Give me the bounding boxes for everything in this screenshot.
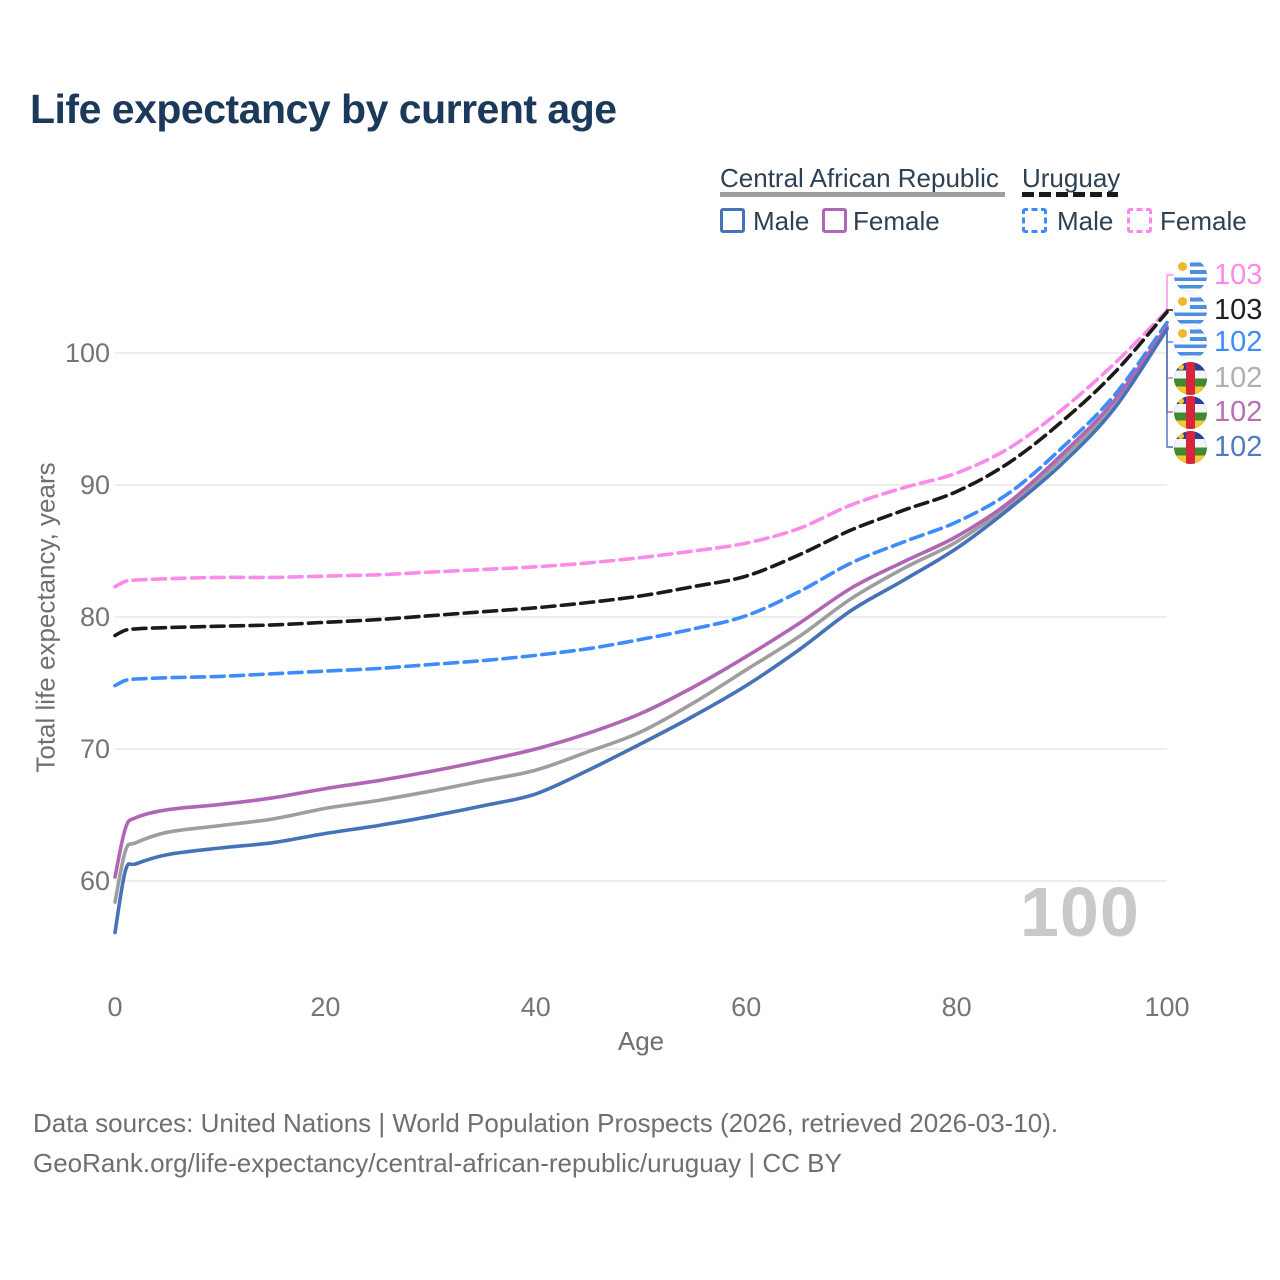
end-label-value: 102 — [1214, 431, 1263, 463]
x-tick-label: 40 — [521, 992, 551, 1022]
life-expectancy-chart: 60 70 80 90 100 0 20 40 60 80 100 — [65, 274, 1190, 1022]
legend-keyline-solid — [720, 192, 1005, 197]
legend-group-central-african-republic: Central African Republic — [720, 163, 999, 193]
leader-line-uruguay-female — [1166, 274, 1173, 311]
end-label-value: 102 — [1214, 396, 1263, 428]
end-label-car-male: 102 — [1174, 430, 1262, 464]
car-flag-icon — [1174, 395, 1207, 429]
legend-swatch-car-male-icon[interactable] — [720, 208, 745, 233]
legend-item-car-male[interactable]: Male — [753, 206, 810, 236]
page-title: Life expectancy by current age — [30, 86, 617, 132]
x-tick-label: 80 — [942, 992, 972, 1022]
leader-line-car-male — [1166, 329, 1173, 448]
legend-swatch-car-female-icon[interactable] — [822, 208, 847, 233]
x-tick-label: 60 — [731, 992, 761, 1022]
end-label-uruguay-all: 103 — [1174, 293, 1262, 327]
end-label-value: 102 — [1214, 326, 1263, 358]
leader-line-car-all — [1166, 327, 1173, 379]
end-label-value: 102 — [1214, 362, 1263, 394]
series-line-uruguay-female — [113, 309, 1169, 589]
y-tick-label: 80 — [80, 602, 110, 632]
car-flag-icon — [1174, 361, 1207, 395]
y-axis-title: Total life expectancy, years — [30, 462, 61, 773]
end-label-car-all: 102 — [1174, 361, 1262, 395]
series-line-uruguay-all — [113, 310, 1169, 638]
x-axis-title: Age — [617, 1026, 665, 1056]
y-tick-label: 60 — [80, 866, 110, 896]
series-line-car-all — [113, 326, 1169, 904]
attribution-note: GeoRank.org/life-expectancy/central-afri… — [33, 1148, 842, 1178]
legend-swatch-uruguay-female-icon[interactable] — [1127, 208, 1152, 233]
y-tick-label: 70 — [80, 734, 110, 764]
y-tick-label: 100 — [65, 338, 110, 368]
data-sources-note: Data sources: United Nations | World Pop… — [33, 1108, 1059, 1138]
end-label-car-female: 102 — [1174, 395, 1262, 429]
legend-item-uruguay-male[interactable]: Male — [1057, 206, 1114, 236]
end-label-value: 103 — [1214, 259, 1263, 291]
legend-item-uruguay-female[interactable]: Female — [1160, 206, 1247, 236]
x-tick-label: 100 — [1144, 992, 1189, 1022]
leader-line-uruguay-all — [1166, 309, 1173, 313]
series-line-car-female — [113, 324, 1169, 879]
end-label-uruguay-male: 102 — [1174, 325, 1262, 359]
series-line-uruguay-male — [113, 320, 1169, 688]
y-tick-label: 90 — [80, 470, 110, 500]
series-line-car-male — [113, 327, 1169, 935]
legend-group-uruguay: Uruguay — [1022, 163, 1121, 193]
legend-item-car-female[interactable]: Female — [853, 206, 940, 236]
age-counter-watermark: 100 — [1020, 873, 1140, 951]
end-label-uruguay-female: 103 — [1174, 258, 1262, 292]
legend-swatch-uruguay-male-icon[interactable] — [1022, 208, 1047, 233]
uruguay-flag-icon — [1174, 325, 1207, 359]
x-tick-label: 20 — [310, 992, 340, 1022]
x-tick-label: 0 — [107, 992, 122, 1022]
uruguay-flag-icon — [1174, 293, 1207, 327]
end-label-value: 103 — [1214, 294, 1263, 326]
uruguay-flag-icon — [1174, 258, 1207, 292]
legend-keyline-dashed — [1022, 192, 1118, 197]
leader-line-car-female — [1166, 326, 1173, 413]
car-flag-icon — [1174, 430, 1207, 464]
